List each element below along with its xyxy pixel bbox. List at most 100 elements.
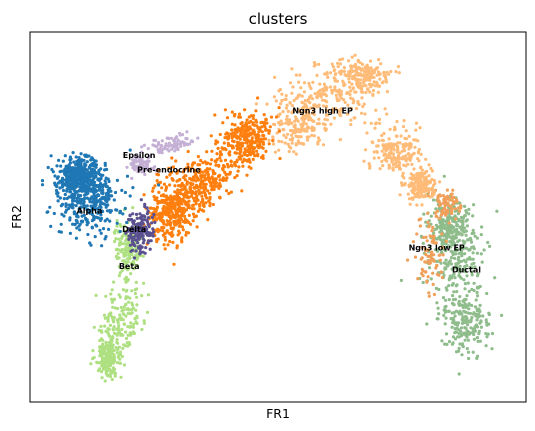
data-point [440, 211, 444, 215]
data-point [184, 174, 188, 178]
data-point [208, 177, 212, 181]
data-point [427, 225, 431, 229]
data-point [300, 100, 304, 104]
data-point [401, 145, 405, 149]
data-point [238, 115, 242, 119]
data-point [140, 145, 144, 149]
data-point [464, 246, 468, 250]
data-point [106, 203, 110, 207]
data-point [420, 203, 424, 207]
data-point [329, 71, 333, 75]
data-point [81, 197, 86, 201]
data-point [99, 324, 103, 328]
data-point [466, 281, 470, 285]
data-point [485, 291, 489, 296]
data-point [80, 173, 84, 177]
data-point [315, 122, 320, 126]
data-point [68, 190, 72, 194]
data-point [441, 220, 445, 225]
data-point [479, 233, 483, 237]
data-point [199, 186, 203, 190]
data-point [60, 184, 65, 188]
data-point [308, 84, 312, 88]
data-point [121, 308, 125, 312]
data-point [315, 95, 319, 99]
data-point [434, 266, 438, 270]
data-point [367, 162, 371, 166]
data-point [182, 214, 187, 218]
data-point [312, 103, 316, 107]
data-point [453, 337, 458, 341]
data-point [254, 133, 258, 137]
data-point [325, 86, 329, 90]
data-point [353, 53, 357, 57]
data-point [349, 122, 353, 127]
data-point [401, 171, 405, 175]
data-point [111, 305, 115, 309]
data-point [262, 120, 267, 125]
data-point [172, 222, 177, 226]
data-point [241, 164, 245, 168]
data-point [167, 144, 171, 148]
data-point [162, 212, 166, 216]
data-point [125, 288, 129, 292]
data-point [213, 177, 217, 181]
data-point [142, 165, 146, 169]
data-point [106, 319, 110, 323]
data-point [70, 166, 74, 170]
data-point [153, 138, 158, 143]
data-point [473, 234, 477, 238]
data-point [475, 312, 479, 316]
data-point [410, 189, 414, 193]
data-point [112, 370, 116, 374]
data-point [133, 227, 137, 231]
data-point [385, 148, 389, 152]
data-point [192, 175, 196, 180]
data-point [432, 178, 436, 183]
data-point [303, 129, 307, 133]
data-point [108, 354, 112, 358]
data-point [444, 245, 448, 249]
data-point [127, 237, 131, 241]
data-point [338, 110, 342, 114]
data-point [68, 161, 72, 165]
data-point [104, 329, 108, 333]
data-point [430, 169, 434, 173]
data-point [88, 166, 92, 170]
data-point [110, 339, 114, 343]
data-point [415, 203, 419, 207]
data-point [124, 250, 128, 254]
data-point [189, 139, 193, 143]
data-point [406, 152, 411, 156]
data-point [280, 140, 284, 144]
data-point [475, 318, 479, 322]
data-point [374, 121, 378, 125]
data-point [463, 326, 467, 330]
data-point [142, 321, 146, 325]
data-point [459, 206, 463, 210]
data-point [139, 226, 143, 230]
data-point [46, 165, 50, 170]
data-point [206, 161, 210, 165]
data-point [103, 161, 107, 165]
data-point [194, 183, 199, 187]
data-point [85, 196, 89, 200]
data-point [206, 170, 210, 174]
data-point [133, 231, 137, 235]
data-point [391, 163, 395, 167]
data-point [335, 89, 339, 93]
data-point [168, 223, 173, 227]
data-point [95, 189, 99, 193]
data-point [64, 202, 68, 206]
data-point [243, 108, 247, 112]
data-point [470, 273, 474, 277]
data-point [211, 202, 215, 207]
data-point [392, 148, 396, 152]
data-point [79, 180, 83, 184]
data-point [302, 81, 307, 85]
data-point [337, 98, 341, 102]
data-point [482, 248, 486, 252]
data-point [161, 207, 165, 211]
data-point [55, 191, 59, 196]
data-point [117, 274, 121, 278]
